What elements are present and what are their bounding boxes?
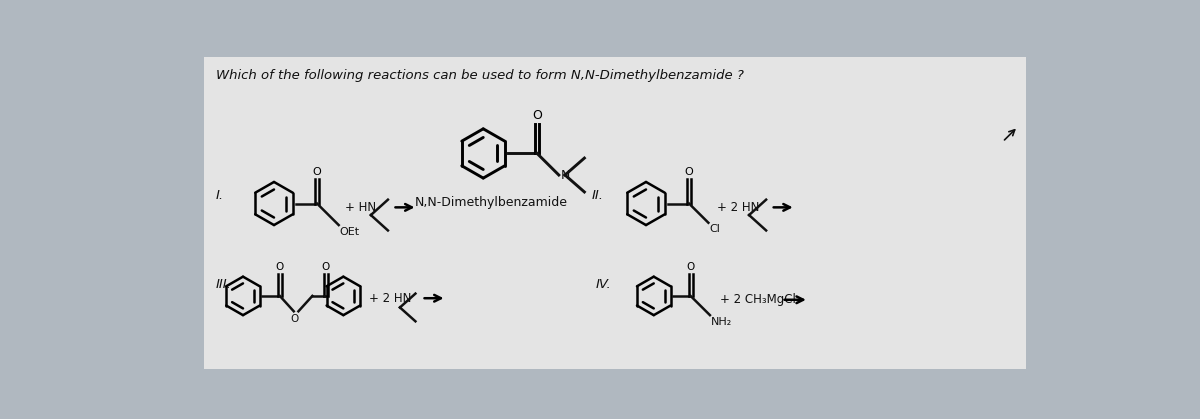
Text: O: O [313, 167, 322, 176]
FancyBboxPatch shape [204, 57, 1026, 369]
Text: Which of the following reactions can be used to form N,N-Dimethylbenzamide ?: Which of the following reactions can be … [216, 69, 744, 82]
Text: II.: II. [592, 189, 604, 202]
Text: N: N [560, 168, 570, 181]
Text: IV.: IV. [595, 278, 611, 291]
Text: + 2 HN: + 2 HN [368, 292, 412, 305]
Text: O: O [276, 262, 284, 272]
Text: + 2 HN: + 2 HN [716, 201, 758, 214]
Text: O: O [686, 262, 695, 272]
Text: O: O [532, 109, 542, 122]
Text: I.: I. [216, 189, 224, 202]
Text: O: O [290, 313, 299, 323]
Text: + 2 CH₃MgCl: + 2 CH₃MgCl [720, 293, 796, 306]
Text: O: O [685, 167, 694, 176]
Text: NH₂: NH₂ [710, 317, 732, 327]
Text: Cl: Cl [709, 224, 720, 234]
Text: O: O [322, 262, 330, 272]
Text: + HN: + HN [344, 201, 376, 214]
Text: III.: III. [216, 278, 232, 291]
Text: OEt: OEt [340, 227, 360, 237]
Text: N,N-Dimethylbenzamide: N,N-Dimethylbenzamide [414, 196, 568, 209]
